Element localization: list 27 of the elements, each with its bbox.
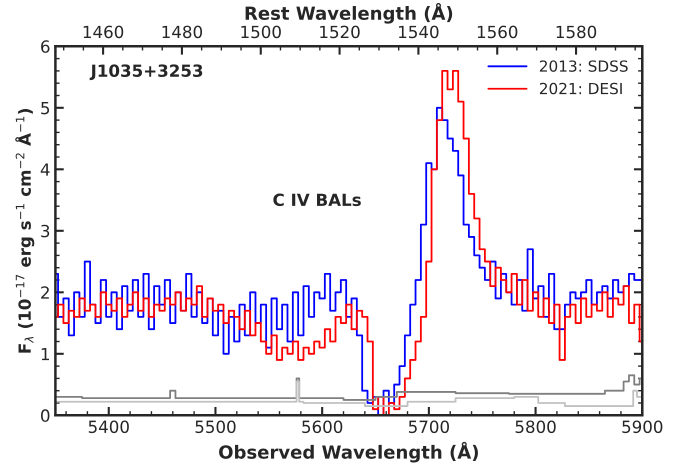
x2-tick-label: 1460: [84, 26, 124, 38]
text: F$_{λ}$ (10$^{−17}$ erg s$^{−1}$ cm$^{−2}$ Å$^{−1}$): [15, 109, 34, 353]
y-tick-label: 2: [41, 286, 49, 299]
x-tick-label: 5900: [622, 420, 662, 434]
y-tick-label: 0: [41, 409, 50, 422]
x2-tick-label: 1560: [478, 26, 518, 38]
x2-tick-label: 1480: [162, 26, 202, 38]
y-tick-label: 3: [41, 224, 50, 238]
x-axis-title: Observed Wavelength (Å): [219, 442, 478, 463]
x-tick-label: 5700: [408, 420, 449, 434]
x2-tick-label: 1540: [399, 26, 439, 38]
x2-tick-label: 1500: [241, 26, 281, 38]
x-tick-label: 5800: [516, 420, 556, 434]
x-tick-label: 5500: [196, 420, 236, 434]
y-tick-label: 4: [40, 163, 50, 176]
legend-label: 2013: SDSS: [540, 60, 628, 72]
x-tick-label: 5400: [88, 420, 129, 434]
y-tick-label: 1: [42, 348, 50, 360]
annotation: J1035+3253: [90, 64, 202, 80]
x2-tick-label: 1580: [556, 26, 596, 38]
y-tick-label: 6: [41, 40, 50, 53]
legend-label: 2021: DESI: [540, 82, 622, 94]
x2-axis-title: Rest Wavelength (Å): [246, 2, 452, 24]
x2-tick-label: 1520: [320, 26, 360, 38]
x-tick-label: 5600: [302, 420, 342, 434]
y-tick-label: 5: [41, 102, 50, 114]
annotation: C IV BALs: [273, 194, 361, 206]
